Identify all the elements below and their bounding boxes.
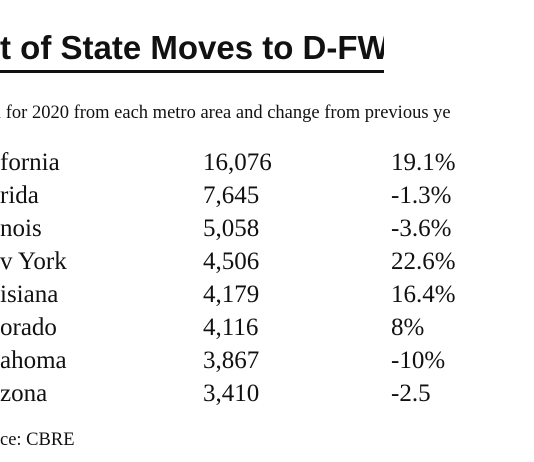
change-cell: 16.4% xyxy=(391,281,456,308)
change-cell: 22.6% xyxy=(391,248,456,275)
state-cell: rida xyxy=(0,182,39,209)
source-note: ce: CBRE xyxy=(0,430,75,450)
moves-cell: 3,410 xyxy=(203,380,260,407)
table-row: isiana 4,179 16.4% xyxy=(0,278,534,311)
table-row: ahoma 3,867 -10% xyxy=(0,344,534,377)
state-cell: v York xyxy=(0,248,67,275)
table-row: fornia 16,076 19.1% xyxy=(0,146,534,179)
change-cell: 8% xyxy=(391,314,425,341)
moves-cell: 3,867 xyxy=(203,347,260,374)
table-row: nois 5,058 -3.6% xyxy=(0,212,534,245)
change-cell: -10% xyxy=(391,347,446,374)
state-cell: orado xyxy=(0,314,57,341)
change-cell: 19.1% xyxy=(391,149,456,176)
moves-cell: 7,645 xyxy=(203,182,260,209)
change-cell: -3.6% xyxy=(391,215,452,242)
state-cell: nois xyxy=(0,215,42,242)
state-cell: isiana xyxy=(0,281,59,308)
table-row: zona 3,410 -2.5 xyxy=(0,377,534,410)
change-cell: -2.5 xyxy=(391,380,431,407)
table-row: v York 4,506 22.6% xyxy=(0,245,534,278)
moves-cell: 4,179 xyxy=(203,281,260,308)
table-subtitle: l for 2020 from each metro area and chan… xyxy=(0,100,534,128)
moves-table: fornia 16,076 19.1% rida 7,645 -1.3% noi… xyxy=(0,146,534,410)
state-cell: fornia xyxy=(0,149,60,176)
title-underline xyxy=(0,70,384,73)
state-cell: ahoma xyxy=(0,347,67,374)
moves-cell: 16,076 xyxy=(203,149,272,176)
state-cell: zona xyxy=(0,380,48,407)
subtitle-text: l for 2020 from each metro area and chan… xyxy=(0,103,451,123)
table-row: rida 7,645 -1.3% xyxy=(0,179,534,212)
table-title: t of State Moves to D-FW xyxy=(0,29,384,66)
moves-cell: 5,058 xyxy=(203,215,260,242)
table-row: orado 4,116 8% xyxy=(0,311,534,344)
moves-cell: 4,116 xyxy=(203,314,259,341)
change-cell: -1.3% xyxy=(391,182,452,209)
moves-cell: 4,506 xyxy=(203,248,260,275)
